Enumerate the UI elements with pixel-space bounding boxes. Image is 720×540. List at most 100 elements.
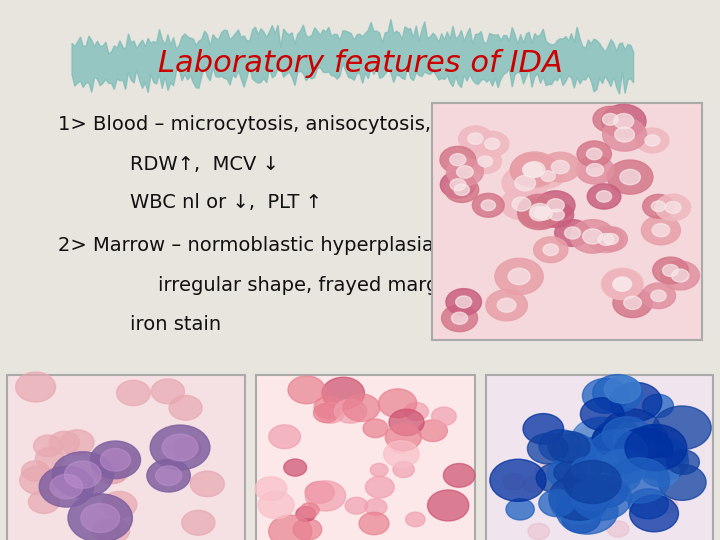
Circle shape [655, 194, 690, 221]
Circle shape [475, 131, 509, 156]
Circle shape [518, 198, 561, 230]
Circle shape [651, 290, 666, 301]
Circle shape [643, 194, 675, 218]
Circle shape [602, 269, 642, 300]
Circle shape [35, 448, 64, 469]
Circle shape [615, 428, 673, 471]
Circle shape [255, 477, 287, 501]
Circle shape [562, 504, 600, 533]
Circle shape [314, 396, 344, 419]
Circle shape [150, 425, 210, 470]
Circle shape [269, 515, 312, 540]
Circle shape [366, 476, 395, 498]
Circle shape [523, 414, 564, 444]
Circle shape [174, 438, 202, 459]
Circle shape [147, 460, 190, 492]
Circle shape [90, 441, 140, 478]
Circle shape [572, 475, 631, 520]
Circle shape [523, 163, 542, 178]
Circle shape [441, 305, 477, 332]
Circle shape [657, 497, 678, 513]
Circle shape [577, 427, 598, 443]
Circle shape [418, 420, 447, 442]
Text: iron stain: iron stain [130, 314, 221, 334]
Text: 1> Blood – microcytosis, anisocytosis, poikilocytosis: 1> Blood – microcytosis, anisocytosis, p… [58, 114, 569, 134]
Circle shape [317, 402, 345, 423]
Circle shape [601, 268, 643, 300]
Circle shape [608, 160, 653, 194]
Circle shape [49, 431, 79, 454]
Circle shape [604, 233, 618, 245]
Circle shape [613, 277, 631, 291]
Circle shape [597, 437, 651, 478]
Circle shape [530, 206, 549, 221]
Circle shape [322, 377, 364, 409]
Circle shape [296, 507, 316, 522]
Circle shape [450, 154, 466, 166]
Circle shape [607, 521, 629, 537]
Circle shape [502, 166, 548, 200]
Circle shape [613, 113, 634, 129]
FancyBboxPatch shape [432, 103, 702, 340]
Circle shape [613, 429, 642, 450]
Circle shape [456, 296, 472, 308]
Circle shape [609, 458, 670, 503]
Circle shape [97, 461, 128, 484]
Circle shape [495, 258, 544, 295]
Circle shape [652, 201, 665, 212]
Circle shape [532, 164, 564, 188]
Circle shape [269, 425, 300, 449]
Circle shape [618, 436, 656, 464]
Circle shape [557, 488, 618, 534]
Circle shape [572, 482, 611, 510]
Circle shape [615, 127, 634, 142]
Circle shape [572, 457, 602, 480]
Circle shape [617, 436, 639, 452]
Circle shape [549, 209, 564, 220]
Circle shape [456, 166, 473, 178]
Circle shape [611, 461, 642, 484]
Circle shape [571, 417, 632, 463]
Circle shape [156, 466, 181, 485]
Circle shape [506, 499, 534, 520]
Circle shape [629, 489, 668, 519]
Circle shape [258, 491, 294, 518]
Circle shape [468, 133, 483, 144]
Circle shape [389, 409, 424, 436]
Circle shape [305, 482, 334, 503]
Circle shape [305, 481, 346, 511]
Circle shape [515, 176, 536, 191]
Circle shape [500, 188, 542, 220]
Circle shape [547, 199, 564, 212]
Circle shape [441, 172, 476, 198]
Text: 2> Marrow – normoblastic hyperplasia: 2> Marrow – normoblastic hyperplasia [58, 236, 433, 255]
Circle shape [642, 283, 675, 308]
Circle shape [359, 512, 389, 535]
Circle shape [583, 474, 628, 508]
Circle shape [620, 170, 640, 185]
Circle shape [379, 389, 417, 417]
Circle shape [518, 194, 562, 228]
Circle shape [577, 141, 611, 167]
Circle shape [658, 464, 706, 501]
Circle shape [628, 447, 669, 478]
Circle shape [640, 453, 673, 477]
Circle shape [600, 462, 641, 492]
Circle shape [29, 490, 60, 514]
Circle shape [81, 503, 120, 532]
Circle shape [431, 407, 456, 426]
Circle shape [498, 298, 516, 312]
Circle shape [22, 461, 49, 481]
Circle shape [587, 148, 602, 160]
Circle shape [653, 406, 711, 450]
Circle shape [539, 430, 582, 462]
Circle shape [446, 288, 482, 315]
Circle shape [644, 438, 688, 471]
Circle shape [570, 220, 615, 253]
Circle shape [64, 461, 101, 489]
Circle shape [580, 398, 624, 430]
Circle shape [117, 380, 150, 406]
Circle shape [486, 289, 527, 321]
Circle shape [490, 459, 546, 501]
Circle shape [68, 494, 132, 540]
